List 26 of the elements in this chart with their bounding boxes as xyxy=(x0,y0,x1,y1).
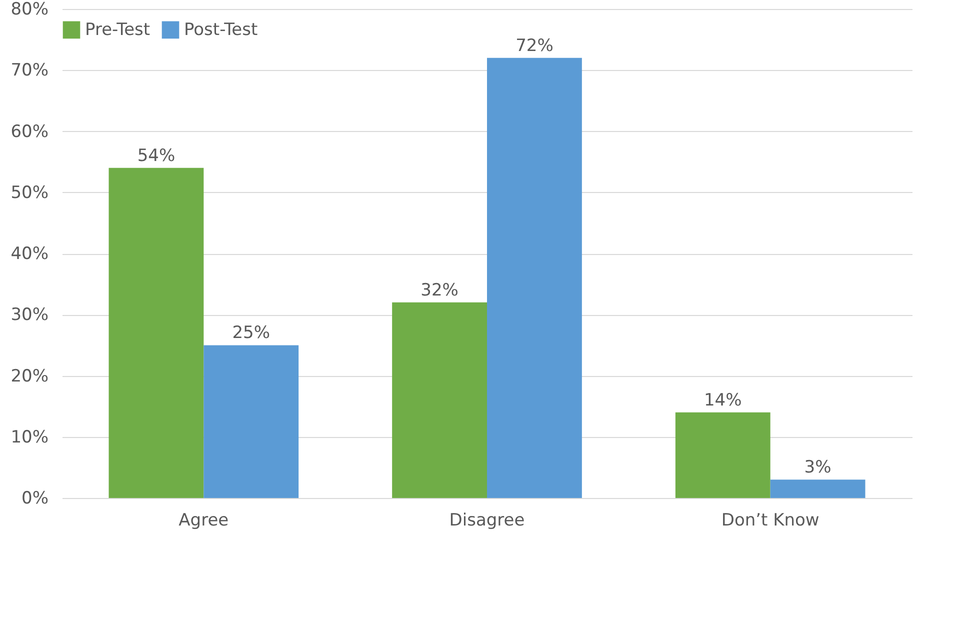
y-tick-label: 10% xyxy=(10,427,48,448)
data-label: 32% xyxy=(420,280,458,300)
y-tick-label: 30% xyxy=(10,305,48,326)
x-tick-label: Agree xyxy=(178,510,229,530)
y-tick-label: 60% xyxy=(10,122,48,142)
y-tick-label: 70% xyxy=(10,60,48,81)
legend-label: Post-Test xyxy=(184,20,258,40)
bar xyxy=(204,345,299,498)
data-label: 54% xyxy=(137,146,176,166)
data-label: 14% xyxy=(704,390,742,410)
x-tick-label: Disagree xyxy=(449,510,525,530)
y-tick-label: 40% xyxy=(10,244,48,264)
bar xyxy=(108,168,204,498)
bar xyxy=(487,58,582,498)
y-tick-label: 50% xyxy=(10,182,48,203)
data-label: 72% xyxy=(516,36,554,56)
bar xyxy=(392,302,487,498)
legend-label: Pre-Test xyxy=(85,20,150,40)
y-tick-label: 80% xyxy=(10,0,48,20)
x-tick-label: Don’t Know xyxy=(721,510,820,530)
data-label: 25% xyxy=(232,323,270,344)
data-label: 3% xyxy=(804,458,832,478)
bar xyxy=(675,412,770,498)
y-tick-label: 20% xyxy=(10,366,48,386)
bar xyxy=(770,480,866,498)
y-tick-label: 0% xyxy=(22,488,48,508)
